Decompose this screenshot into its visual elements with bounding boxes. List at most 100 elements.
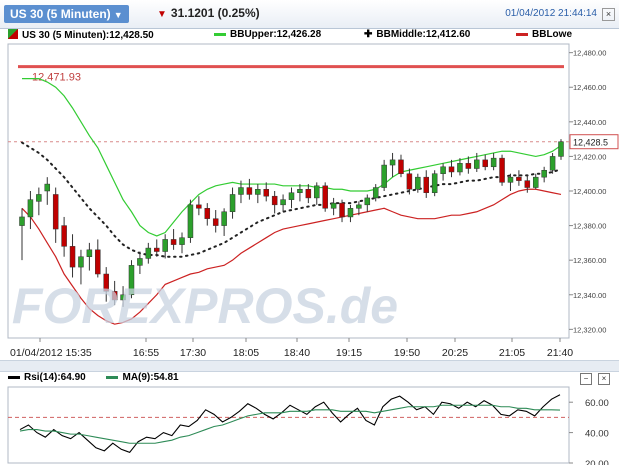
candle-body — [457, 163, 463, 173]
timestamp: 01/04/2012 21:44:14 — [505, 8, 597, 19]
down-arrow-icon: ▼ — [157, 9, 167, 20]
candle-body — [305, 189, 312, 199]
candle-body — [145, 247, 152, 259]
candle-body — [490, 157, 497, 168]
candle-body — [549, 156, 556, 171]
candle-body — [78, 256, 84, 268]
candle-body — [431, 173, 438, 193]
candle-body — [271, 195, 278, 206]
candle-body — [423, 176, 429, 193]
rsi-line — [19, 394, 561, 454]
last-price-box — [569, 134, 619, 150]
candle-body — [52, 194, 59, 230]
candle-body — [128, 265, 135, 296]
y-tick-label: 12,380.00 — [573, 222, 606, 231]
x-tick-label: 19:15 — [336, 347, 362, 359]
candle-body — [507, 176, 514, 183]
close-button[interactable]: × — [602, 8, 615, 21]
candle-body — [339, 202, 345, 218]
candle-body — [364, 197, 371, 206]
candle-body — [356, 204, 362, 209]
y-tick-label: 12,340.00 — [573, 291, 606, 300]
rsi-legend: Rsi(14):64.90 MA(9):54.81 — [8, 372, 179, 383]
candle-body — [415, 176, 421, 190]
candle-body — [532, 176, 539, 188]
candle-body — [389, 159, 396, 166]
y-tick-label: 12,320.00 — [573, 325, 606, 334]
candle-body — [61, 225, 67, 247]
candle-body — [314, 185, 320, 199]
candle-body — [465, 163, 472, 169]
candle-body — [398, 159, 404, 174]
rsi-chart[interactable]: 20.00 40.00 60.00 — [0, 385, 619, 465]
rsi-y-tick-label: 20.00 — [585, 459, 609, 465]
candle-swatch-icon — [8, 29, 18, 39]
candle-body — [137, 258, 143, 266]
candle-body — [196, 204, 202, 209]
candle-body — [162, 239, 168, 252]
candle-body — [27, 199, 34, 218]
candles — [19, 139, 564, 307]
y-tick-label: 12,460.00 — [573, 83, 606, 92]
legend-bblower: BBLowe — [516, 29, 572, 40]
candle-body — [154, 247, 160, 252]
candle-body — [516, 176, 522, 181]
legend-price: US 30 (5 Minuten):12,428.50 — [8, 29, 154, 41]
candle-body — [372, 187, 379, 199]
panel-separator[interactable] — [0, 360, 619, 372]
candle-body — [524, 180, 531, 188]
candle-body — [330, 202, 337, 209]
candle-body — [381, 164, 387, 188]
instrument-label: US 30 (5 Minuten) — [10, 7, 111, 21]
rsi-y-tick-label: 60.00 — [585, 398, 609, 409]
candle-body — [440, 166, 446, 174]
y-tick-label: 12,400.00 — [573, 187, 606, 196]
chart-header: US 30 (5 Minuten) ▼ ▼ 31.1201 (0.25%) 01/0… — [0, 0, 619, 29]
last-price-label: 12,428.5 — [573, 138, 608, 148]
candle-body — [19, 216, 25, 226]
candle-body — [541, 169, 547, 178]
y-tick-label: 12,420.00 — [573, 152, 606, 161]
chevron-down-icon: ▼ — [113, 10, 123, 20]
candle-body — [448, 166, 455, 173]
price-chart[interactable]: 12,320.00 12,340.00 12,360.00 12,380.00 12,4… — [0, 28, 619, 368]
candle-body — [406, 173, 413, 190]
plus-icon: ✚ — [364, 29, 373, 40]
close-panel-button[interactable]: × — [598, 373, 610, 385]
minimize-button[interactable]: − — [580, 373, 592, 385]
y-tick-label: 12,360.00 — [573, 256, 606, 265]
candle-body — [482, 159, 488, 168]
candle-body — [255, 189, 261, 195]
candle-body — [297, 189, 303, 193]
bbupper-swatch-icon — [214, 32, 226, 36]
legend-bbmiddle: ✚ BBMiddle:12,412.60 — [364, 29, 471, 40]
x-tick-label: 01/04/2012 15:35 — [10, 347, 92, 359]
x-tick-label: 16:55 — [133, 347, 159, 359]
candle-body — [221, 211, 227, 226]
bblower-line — [21, 188, 562, 325]
watermark: FOREXPROS.de — [12, 278, 398, 334]
candle-body — [69, 246, 76, 268]
candle-body — [288, 192, 295, 200]
candle-body — [120, 294, 126, 301]
x-tick-label: 17:30 — [180, 347, 206, 359]
rsi-frame — [7, 386, 570, 464]
instrument-selector[interactable]: US 30 (5 Minuten) ▼ — [4, 5, 129, 23]
rsi-swatch-icon — [8, 375, 20, 379]
x-tick-label: 19:50 — [394, 347, 420, 359]
ma-swatch-icon — [106, 375, 119, 379]
candle-body — [103, 273, 109, 292]
legend-bbupper: BBUpper:12,426.28 — [214, 29, 321, 40]
candle-body — [111, 291, 118, 301]
candle-body — [86, 249, 93, 257]
candle-body — [204, 208, 211, 219]
rsi-y-tick-label: 40.00 — [585, 429, 609, 440]
candle-body — [347, 208, 354, 218]
candle-body — [246, 187, 253, 195]
candle-body — [474, 159, 480, 169]
candle-body — [170, 239, 177, 245]
candle-body — [280, 199, 286, 206]
change-value: 31.1201 (0.25%) — [170, 6, 260, 20]
candle-body — [238, 187, 244, 195]
candle-body — [95, 249, 101, 275]
